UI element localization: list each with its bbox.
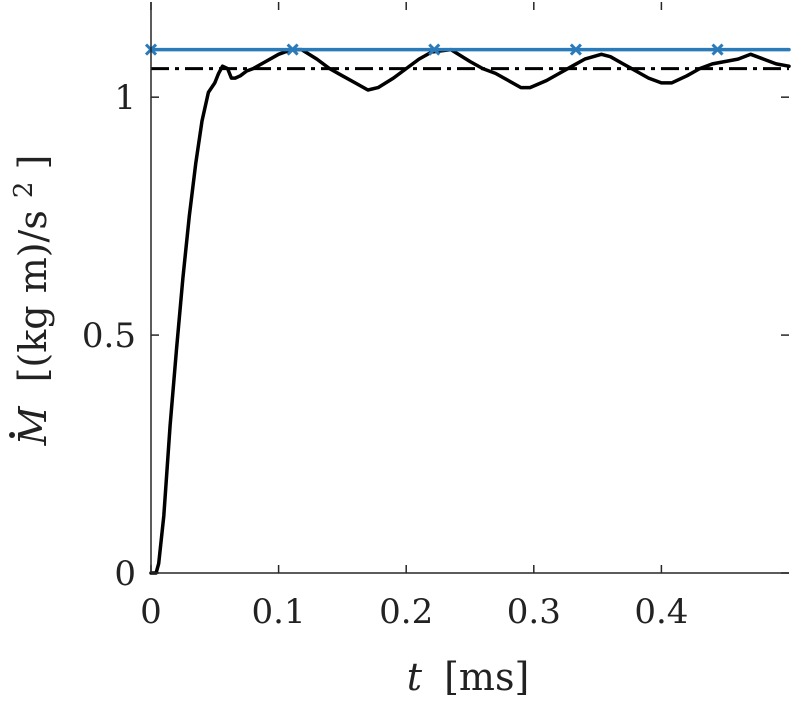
x-axis-label: t [ms] <box>407 655 530 699</box>
series-layer <box>144 43 791 575</box>
y-axis-unit-superscript: 2 <box>9 182 39 199</box>
x-axis-unit: [ms] <box>444 655 529 699</box>
svg-text:M [(kg m)/s 2: M [(kg m)/s 2 ] <box>0 155 55 447</box>
y-axis-var-dot <box>9 432 15 438</box>
series-marker <box>711 43 724 56</box>
y-tick-label: 0.5 <box>82 316 136 356</box>
series-marker <box>428 43 441 56</box>
y-axis-label: M [(kg m)/s 2 ] <box>0 155 55 447</box>
y-axis-unit-tail: ] <box>11 155 55 170</box>
x-tick-label: 0 <box>140 592 162 632</box>
series-line-0 <box>149 47 791 575</box>
axes-layer <box>150 2 789 574</box>
x-axis-var: t <box>407 655 423 699</box>
y-tick-label: 1 <box>114 78 136 118</box>
x-tick-label: 0.3 <box>507 592 561 632</box>
x-tick-label: 0.4 <box>634 592 688 632</box>
y-axis-unit: [(kg m)/s <box>11 210 55 382</box>
series-marker <box>286 43 299 56</box>
y-tick-label: 0 <box>114 554 136 594</box>
y-axis-var: M <box>11 405 55 446</box>
series-marker <box>569 43 582 56</box>
tick-label-layer: 0 0.1 0.2 0.3 0.4 0 0.5 1 <box>82 78 689 632</box>
x-tick-label: 0.1 <box>252 592 306 632</box>
x-tick-label: 0.2 <box>379 592 433 632</box>
